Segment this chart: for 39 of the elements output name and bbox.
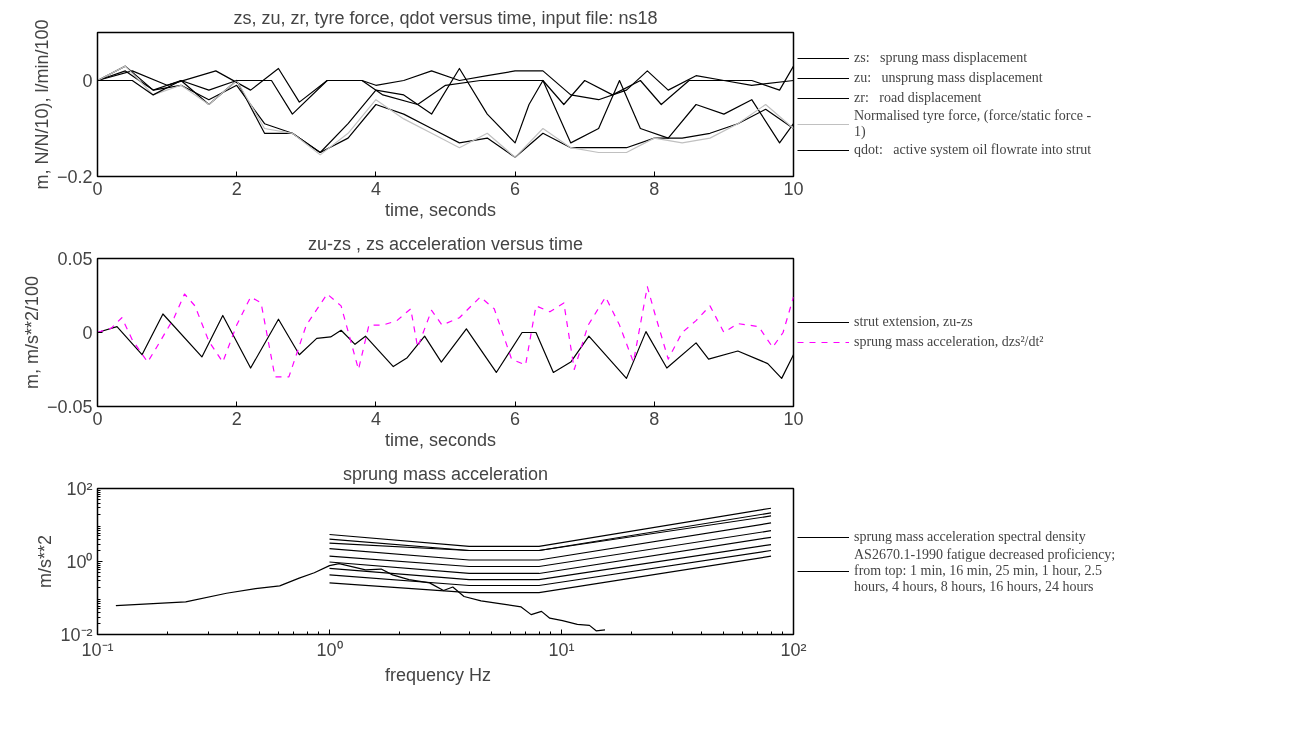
x-tick-label: 4 <box>370 178 381 199</box>
legend-label: sprung mass acceleration, dzs²/dt² <box>854 333 1044 351</box>
x-tick-label: 10 <box>783 408 804 429</box>
y-tick-label: −0.2 <box>56 167 93 187</box>
y-axis-title: m, m/s**2/100 <box>21 275 42 390</box>
y-tick-label: 10² <box>66 478 93 499</box>
x-axis-title: time, seconds <box>384 199 497 220</box>
legend-label: zr: road displacement <box>854 89 982 107</box>
chart-title: zu-zs , zs acceleration versus time <box>307 233 584 254</box>
y-tick-label: 0 <box>82 71 93 91</box>
x-tick-label: 4 <box>370 408 381 429</box>
x-tick-label: 8 <box>649 408 660 429</box>
chart-title: sprung mass acceleration <box>342 463 549 484</box>
y-axis-title: m, N/N/10), l/min/100 <box>31 19 52 190</box>
y-tick-label: −0.05 <box>46 397 93 417</box>
x-axis-title: time, seconds <box>384 429 497 450</box>
y-tick-label: 0.05 <box>57 249 93 269</box>
x-tick-label: 10 <box>783 178 804 199</box>
legend-label: qdot: active system oil flowrate into strut <box>854 141 1092 159</box>
x-tick-label: 2 <box>231 178 242 199</box>
chart-title: zs, zu, zr, tyre force, qdot versus time, input file: ns18 <box>233 7 658 28</box>
y-tick-label: 0 <box>82 323 93 343</box>
y-tick-label: 10⁰ <box>66 551 93 572</box>
x-tick-label: 6 <box>510 178 521 199</box>
x-tick-label: 10² <box>780 639 807 660</box>
x-tick-label: 10⁰ <box>316 639 343 660</box>
x-tick-label: 2 <box>231 408 242 429</box>
legend-label: sprung mass acceleration spectral density <box>854 528 1086 546</box>
x-axis-title: frequency Hz <box>384 664 492 685</box>
legend-label: zu: unsprung mass displacement <box>854 69 1043 87</box>
x-tick-label: 6 <box>510 408 521 429</box>
legend-label: Normalised tyre force, (force/static force - 1) <box>854 108 1092 140</box>
legend-label: zs: sprung mass displacement <box>854 49 1028 67</box>
legend-label: strut extension, zu-zs <box>854 313 973 331</box>
x-tick-label: 10⁻¹ <box>81 639 114 660</box>
x-tick-label: 10¹ <box>548 639 575 660</box>
y-axis-title: m/s**2 <box>35 534 56 589</box>
x-tick-label: 8 <box>649 178 660 199</box>
legend-label: AS2670.1-1990 fatigue decreased proficiency; from top: 1 min, 16 min, 25 min, 1 hour, 2.5 hours, 4 hours, 8 hours, 16 hours, 24 hours <box>854 547 1116 595</box>
